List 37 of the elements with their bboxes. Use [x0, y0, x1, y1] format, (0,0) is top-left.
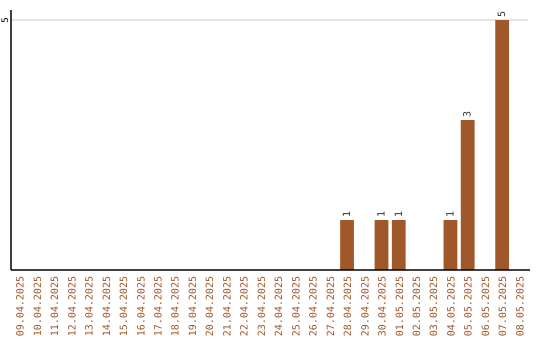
x-tick-label: 28.04.2025 [343, 276, 354, 336]
x-tick-label: 04.05.2025 [446, 276, 458, 336]
x-tick-label: 11.04.2025 [50, 276, 62, 336]
x-tick-label: 19.04.2025 [188, 276, 199, 336]
x-tick-label: 30.04.2025 [378, 276, 389, 336]
x-tick-label: 22.04.2025 [240, 276, 251, 336]
x-tick-label: 24.04.2025 [274, 276, 286, 336]
x-tick-label: 17.04.2025 [153, 276, 164, 336]
x-tick-label: 03.05.2025 [429, 276, 440, 336]
data-label: 1 [394, 210, 405, 217]
x-tick-label: 12.04.2025 [67, 276, 78, 336]
x-tick-label: 27.04.2025 [326, 276, 337, 336]
x-tick-label: 20.04.2025 [205, 276, 216, 336]
x-tick-label: 08.05.2025 [515, 276, 526, 336]
data-label: 5 [497, 10, 508, 17]
x-tick-label: 25.04.2025 [291, 276, 302, 336]
ref-line-label: 5 [1, 17, 11, 23]
x-tick-label: 05.05.2025 [464, 276, 475, 336]
x-tick-label: 06.05.2025 [480, 276, 492, 336]
x-tick-label: 13.04.2025 [84, 276, 96, 336]
x-tick-label: 26.04.2025 [308, 276, 320, 336]
x-tick-label: 15.04.2025 [119, 276, 130, 336]
data-label: 1 [376, 210, 388, 217]
data-label: 3 [462, 110, 474, 117]
x-tick-label: 09.04.2025 [16, 276, 27, 336]
x-tick-label: 01.05.2025 [394, 276, 406, 336]
x-tick-label: 10.04.2025 [32, 276, 44, 336]
data-label: 1 [342, 210, 354, 217]
x-tick-label: 23.04.2025 [256, 276, 268, 336]
data-label: 1 [445, 210, 456, 217]
x-tick-label: 07.05.2025 [498, 276, 510, 336]
x-tick-label: 02.05.2025 [412, 276, 423, 336]
x-tick-label: 29.04.2025 [360, 276, 372, 336]
x-tick-label: 14.04.2025 [102, 276, 113, 336]
x-tick-label: 16.04.2025 [136, 276, 148, 336]
x-tick-label: 21.04.2025 [222, 276, 234, 336]
x-tick-label: 18.04.2025 [170, 276, 182, 336]
